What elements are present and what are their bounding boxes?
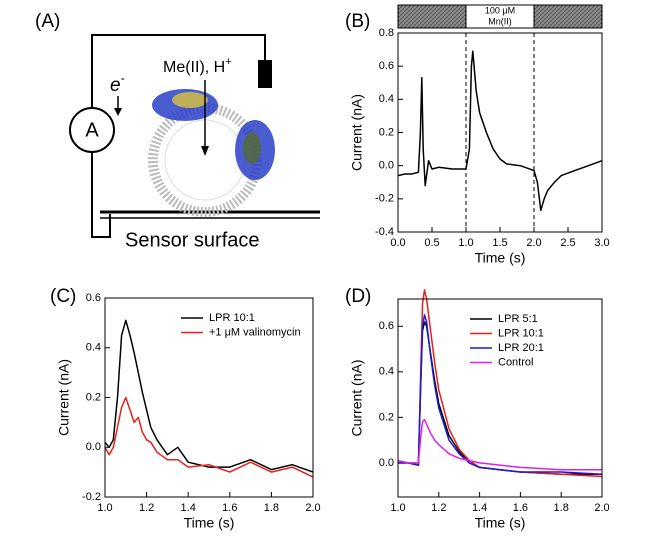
- ion: Me(II), H: [163, 59, 225, 76]
- panel-label: (A): [35, 11, 60, 32]
- charge: -: [121, 71, 125, 85]
- x-tick-label: 1.6: [222, 502, 237, 514]
- arrow-head: [114, 108, 122, 116]
- legend-label: LPR 10:1: [498, 327, 544, 339]
- y-axis-label: Current (nA): [56, 359, 72, 436]
- x-tick-label: 3.0: [594, 237, 609, 249]
- series-line: [397, 50, 603, 212]
- electrode: [258, 60, 272, 88]
- charge: +: [225, 56, 231, 68]
- y-tick-label: 0.4: [86, 342, 101, 354]
- y-tick-label: 0.2: [379, 126, 394, 138]
- y-tick-label: 0.8: [379, 27, 394, 39]
- arrow-head: [201, 146, 209, 156]
- x-tick-label: 1.4: [181, 502, 196, 514]
- y-tick-label: 0.4: [379, 93, 394, 105]
- x-tick-label: 1.0: [97, 502, 112, 514]
- plot-frame: [104, 297, 314, 498]
- x-tick-label: 0.5: [424, 237, 439, 249]
- x-tick-label: 1.2: [431, 502, 446, 514]
- series-line: [397, 418, 602, 471]
- surface-label: Sensor surface: [125, 229, 260, 251]
- y-tick-label: -0.4: [375, 226, 394, 238]
- x-tick-label: 1.0: [458, 237, 473, 249]
- legend-label: +1 μM valinomycin: [209, 326, 301, 338]
- legend-label: LPR 20:1: [498, 342, 544, 354]
- y-tick-label: 0.6: [379, 60, 394, 72]
- y-tick-label: 0.0: [86, 441, 101, 453]
- x-tick-label: 1.8: [554, 502, 569, 514]
- ion-label: Me(II), H+: [163, 56, 232, 76]
- x-tick-label: 2.0: [594, 502, 609, 514]
- electron: e: [110, 75, 121, 96]
- x-axis-label: Time (s): [475, 515, 526, 531]
- y-axis-label: Current (nA): [349, 359, 365, 436]
- y-tick-label: 0.6: [379, 320, 394, 332]
- protein: [152, 89, 275, 180]
- wire: [91, 152, 111, 238]
- y-tick-label: 0.2: [86, 391, 101, 403]
- annotation: 100 μM: [485, 5, 515, 15]
- x-tick-label: 1.6: [513, 502, 528, 514]
- legend-label: LPR 5:1: [498, 313, 538, 325]
- series-line: [104, 396, 314, 478]
- wire: [91, 34, 266, 108]
- legend-label: LPR 10:1: [209, 312, 255, 324]
- panel-label: (B): [345, 11, 370, 32]
- x-tick-label: 2.5: [560, 237, 575, 249]
- series-line: [104, 319, 314, 473]
- x-tick-label: 1.8: [264, 502, 279, 514]
- legend-label: Control: [498, 356, 533, 368]
- annotation: Mn(II): [488, 16, 512, 26]
- x-tick-label: 1.5: [492, 237, 507, 249]
- plot-frame: [397, 298, 603, 498]
- y-tick-label: 0.2: [379, 411, 394, 423]
- stimulus-off: [533, 4, 603, 29]
- panel-label: (C): [50, 286, 76, 307]
- y-tick-label: 0.0: [379, 457, 394, 469]
- y-tick-label: 0.6: [86, 292, 101, 304]
- y-tick-label: -0.2: [375, 193, 394, 205]
- diagram: (A) A Sensor surface e- Me(II), H+: [35, 11, 320, 251]
- x-tick-label: 2.0: [305, 502, 320, 514]
- x-tick-label: 2.0: [526, 237, 541, 249]
- stimulus-off: [397, 4, 467, 29]
- series-line: [398, 314, 603, 475]
- electron-label: e-: [110, 71, 125, 96]
- plot-frame: [397, 32, 603, 233]
- x-axis-label: Time (s): [475, 250, 526, 266]
- x-tick-label: 1.4: [472, 502, 487, 514]
- x-tick-label: 0.0: [390, 237, 405, 249]
- y-tick-label: -0.2: [82, 491, 101, 503]
- x-tick-label: 1.2: [139, 502, 154, 514]
- x-axis-label: Time (s): [184, 515, 235, 531]
- y-axis-label: Current (nA): [349, 94, 365, 171]
- y-tick-label: 0.4: [379, 366, 394, 378]
- y-tick-label: 0.0: [379, 160, 394, 172]
- ammeter-label: A: [85, 119, 99, 141]
- x-tick-label: 1.0: [390, 502, 405, 514]
- panel-label: (D): [345, 286, 371, 307]
